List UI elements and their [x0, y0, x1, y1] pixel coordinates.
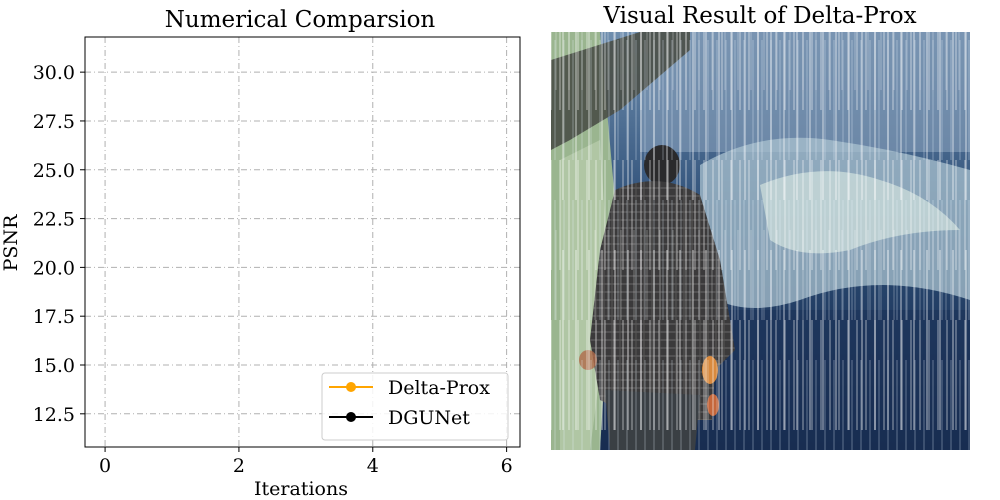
legend-swatch-marker [346, 412, 356, 422]
y-tick-label: 30.0 [33, 62, 75, 84]
y-axis-label: PSNR [0, 214, 22, 271]
y-axis-ticks: 12.5 15.0 17.5 20.0 22.5 25.0 27.5 30.0 [33, 62, 85, 426]
x-tick-label: 6 [501, 455, 513, 477]
y-tick-label: 12.5 [33, 404, 75, 426]
y-tick-label: 17.5 [33, 306, 75, 328]
chart-panel: Numerical Comparsion 0 2 4 6 12.5 15.0 17.5 20… [0, 7, 521, 500]
legend-label: Delta-Prox [388, 377, 490, 399]
legend-swatch-marker [346, 382, 356, 392]
legend-item-dgunet: DGUNet [329, 407, 470, 429]
chart-legend: Delta-Prox DGUNet [321, 372, 509, 441]
legend-frame [321, 372, 509, 441]
y-tick-label: 25.0 [33, 160, 75, 182]
y-tick-label: 22.5 [33, 209, 75, 231]
x-tick-label: 4 [367, 455, 379, 477]
chart-title: Numerical Comparsion [165, 7, 436, 33]
grid-lines [85, 37, 520, 447]
y-tick-label: 27.5 [33, 111, 75, 133]
x-axis-label: Iterations [254, 478, 348, 500]
y-tick-label: 15.0 [33, 355, 75, 377]
x-axis-ticks: 0 2 4 6 [99, 447, 513, 477]
legend-item-delta-prox: Delta-Prox [329, 377, 490, 399]
visual-result-title: Visual Result of Delta-Prox [602, 3, 916, 29]
visual-result-panel: Visual Result of Delta-Prox [551, 3, 970, 450]
plot-area-frame [84, 36, 521, 448]
y-tick-label: 20.0 [33, 257, 75, 279]
rainy-photo-image [551, 32, 970, 450]
x-tick-label: 2 [233, 455, 245, 477]
legend-label: DGUNet [388, 407, 470, 429]
x-tick-label: 0 [99, 455, 111, 477]
